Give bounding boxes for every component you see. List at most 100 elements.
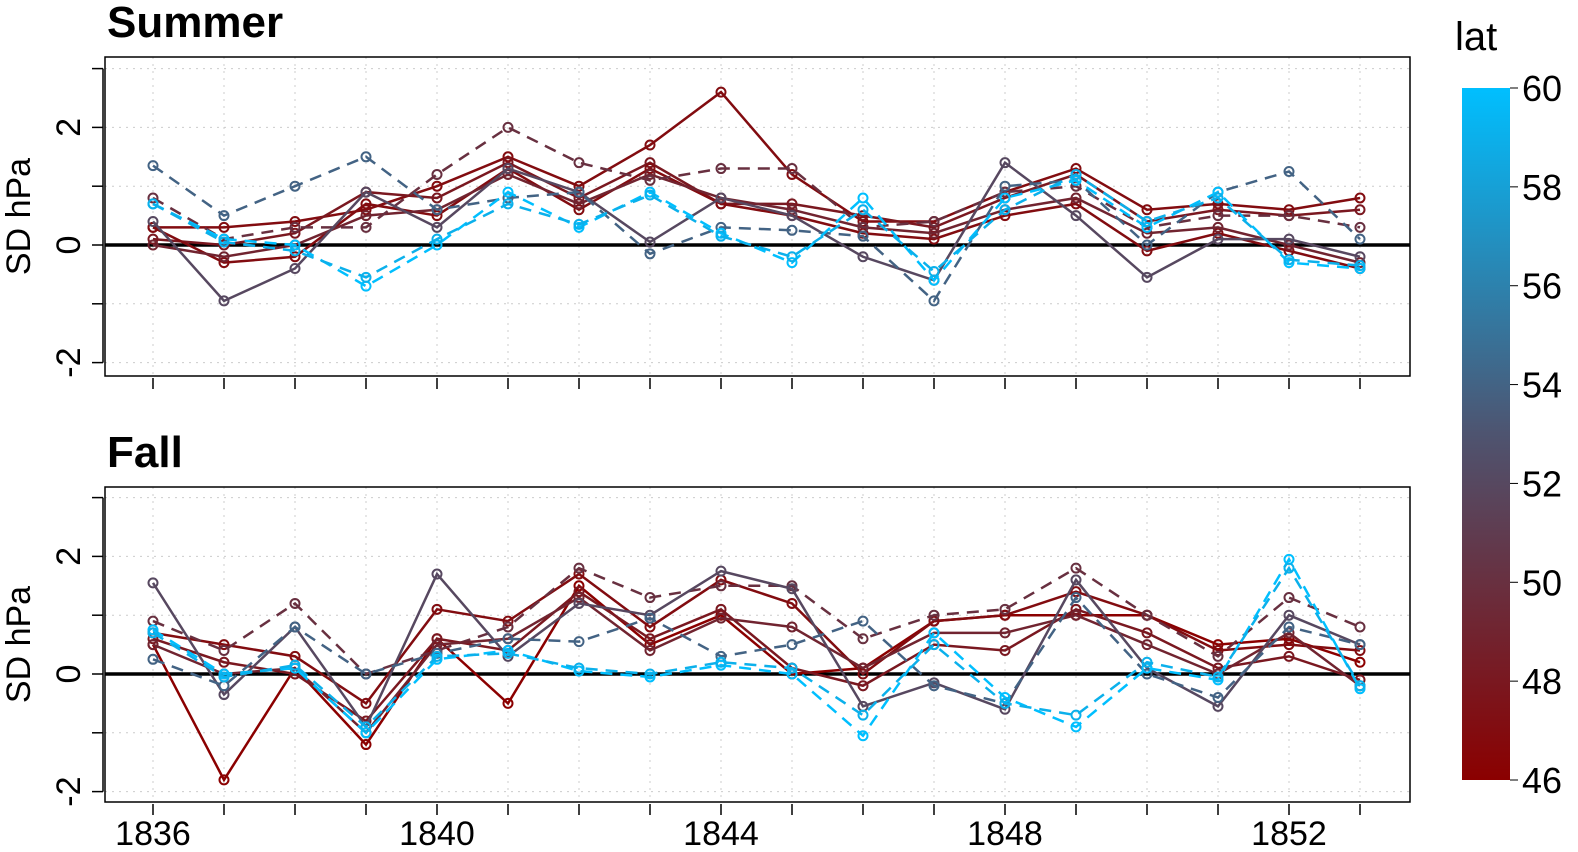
data-point [147, 215, 159, 227]
data-point [502, 633, 514, 645]
data-point [289, 621, 301, 633]
data-point [999, 603, 1011, 615]
plot-frame [104, 486, 1411, 803]
data-point [218, 671, 230, 683]
panel-fall: Fall -2 0 2 SD hPa 1836 1840 1844 1848 1852 [0, 428, 1411, 852]
data-point [502, 647, 514, 659]
data-point [1141, 627, 1153, 639]
data-point [289, 263, 301, 275]
data-point [999, 627, 1011, 639]
series-lat49 [147, 592, 1366, 739]
data-point [147, 239, 159, 251]
data-point [644, 163, 656, 175]
series-lat59 [147, 562, 1366, 733]
data-point [715, 565, 727, 577]
data-point [218, 656, 230, 668]
data-point [431, 192, 443, 204]
data-point [1070, 168, 1082, 180]
series-lat59 [147, 168, 1366, 283]
data-point [928, 639, 940, 651]
data-point [1141, 609, 1153, 621]
data-point [1283, 204, 1295, 216]
data-point [1283, 233, 1295, 245]
series-line [152, 590, 1361, 723]
data-point [786, 583, 798, 595]
colorbar-title: lat [1455, 15, 1497, 59]
data-point [431, 233, 443, 245]
data-point [928, 227, 940, 239]
data-point [573, 186, 585, 198]
data-point [218, 210, 230, 222]
data-point [928, 627, 940, 639]
data-point [1070, 574, 1082, 586]
data-point [431, 210, 443, 222]
x-tick-label: 1840 [399, 815, 475, 852]
data-point [857, 615, 869, 627]
series-line [152, 178, 1361, 288]
data-point [857, 662, 869, 674]
data-point [360, 721, 372, 733]
data-point [786, 204, 798, 216]
y-axis-label: SD hPa [0, 586, 38, 703]
data-point [1070, 709, 1082, 721]
data-point [360, 186, 372, 198]
colorbar-tick-label: 54 [1522, 365, 1562, 406]
data-point [431, 568, 443, 580]
data-point [857, 192, 869, 204]
colorbar-gradient [1462, 88, 1510, 780]
colorbar-tick-label: 52 [1522, 463, 1562, 504]
data-point [857, 680, 869, 692]
data-point [360, 668, 372, 680]
data-point [573, 562, 585, 574]
data-point [147, 233, 159, 245]
data-point [715, 656, 727, 668]
data-point [1070, 609, 1082, 621]
data-point [1354, 233, 1366, 245]
data-point [644, 174, 656, 186]
series-lat46 [147, 580, 1366, 786]
data-point [431, 650, 443, 662]
data-point [1212, 192, 1224, 204]
data-point [999, 180, 1011, 192]
data-point [1141, 227, 1153, 239]
data-point [431, 603, 443, 615]
data-point [644, 668, 656, 680]
data-point [147, 577, 159, 589]
data-point [857, 730, 869, 742]
data-point [999, 204, 1011, 216]
colorbar-tick-label: 46 [1522, 760, 1562, 801]
data-point [1212, 650, 1224, 662]
data-point [573, 597, 585, 609]
data-point [1283, 621, 1295, 633]
data-point [1283, 609, 1295, 621]
series-line [152, 160, 1361, 303]
plot-frame [104, 56, 1411, 377]
series-line [152, 172, 1361, 279]
data-point [1283, 639, 1295, 651]
data-point [289, 251, 301, 263]
data-point [1283, 254, 1295, 266]
data-point [218, 251, 230, 263]
colorbar: lat 60 58 56 54 52 50 48 46 [1455, 15, 1562, 801]
data-point [431, 168, 443, 180]
data-point [999, 697, 1011, 709]
data-point [1141, 271, 1153, 283]
data-point [928, 215, 940, 227]
colorbar-tick-label: 60 [1522, 68, 1562, 109]
series-lat48 [147, 586, 1366, 727]
data-point [1212, 233, 1224, 245]
data-point [857, 251, 869, 263]
series-line [152, 167, 1361, 270]
data-point [360, 221, 372, 233]
data-point [218, 774, 230, 786]
data-point [644, 633, 656, 645]
data-point [999, 703, 1011, 715]
data-point [289, 239, 301, 251]
data-point [928, 233, 940, 245]
data-point [218, 680, 230, 692]
data-point [289, 245, 301, 257]
data-point [360, 210, 372, 222]
series-line [152, 155, 1361, 303]
data-point [573, 218, 585, 230]
